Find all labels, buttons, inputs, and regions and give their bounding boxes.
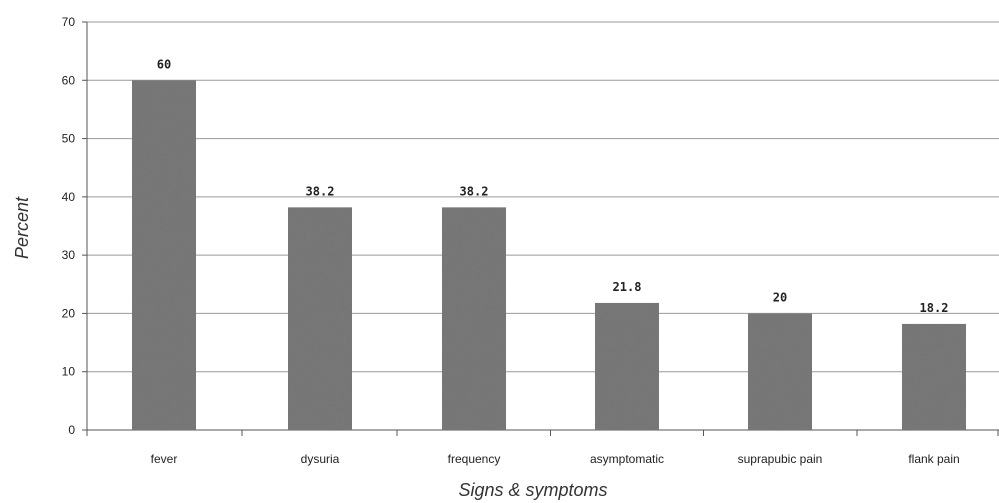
- axes: [82, 21, 999, 436]
- bar-flank-pain: [902, 323, 966, 430]
- bars: [132, 80, 966, 431]
- data-label: 20: [773, 290, 787, 304]
- data-label: 21.8: [613, 280, 642, 294]
- y-tick-label: 40: [62, 190, 76, 204]
- bar-frequency: [442, 207, 506, 430]
- y-tick-label: 30: [62, 248, 76, 262]
- x-tick-label: fever: [151, 452, 178, 466]
- bar-suprapubic-pain: [748, 313, 812, 430]
- x-axis-title: Signs & symptoms: [458, 480, 607, 500]
- y-tick-label: 20: [62, 306, 76, 320]
- x-tick-label: asymptomatic: [590, 452, 664, 466]
- data-label: 38.2: [306, 184, 335, 198]
- x-tick-label: dysuria: [301, 452, 340, 466]
- x-tick-label: suprapubic pain: [738, 452, 823, 466]
- x-tick-label: flank pain: [908, 452, 959, 466]
- data-label: 38.2: [460, 184, 489, 198]
- y-axis-title: Percent: [12, 196, 32, 259]
- bar-asymptomatic: [595, 302, 659, 430]
- gridlines: [87, 21, 999, 373]
- bar-fever: [132, 80, 196, 431]
- y-tick-label: 50: [62, 132, 76, 146]
- y-tick-label: 60: [62, 73, 76, 87]
- data-label: 18.2: [920, 301, 949, 315]
- y-tick-label: 0: [68, 423, 75, 437]
- bar-dysuria: [288, 207, 352, 430]
- y-tick-label: 10: [62, 365, 76, 379]
- data-label: 60: [157, 57, 171, 71]
- x-tick-label: frequency: [448, 452, 501, 466]
- labels: 0 10 20 30 40 50 60 70 60 fever 38.2 dysuria 38.2 fre…: [62, 15, 960, 466]
- y-tick-label: 70: [62, 15, 76, 29]
